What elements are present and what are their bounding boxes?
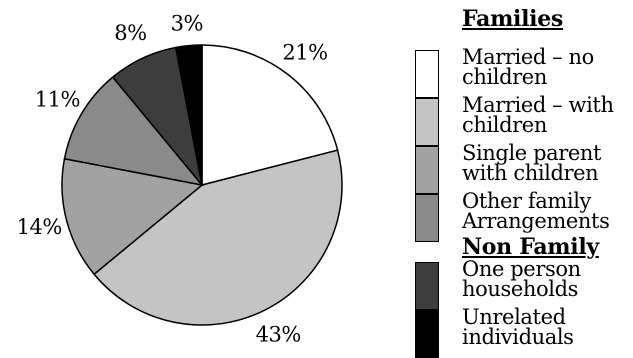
pie-label-3: 11% bbox=[35, 87, 80, 111]
legend-label: One person households bbox=[462, 257, 581, 301]
pie-label-5: 3% bbox=[171, 12, 203, 36]
pie-slice-single-parent-with-children bbox=[61, 157, 204, 276]
legend-swatch bbox=[415, 262, 439, 310]
legend-label: Unrelated individuals bbox=[462, 305, 574, 349]
pie-chart: 21% 43% 14% 11% 8% 3% bbox=[17, 12, 343, 347]
pie-slice-married-with-children bbox=[93, 149, 343, 326]
legend-swatch bbox=[415, 98, 439, 146]
legend-swatch bbox=[415, 194, 439, 242]
legend-label: Married – no children bbox=[462, 45, 594, 89]
legend-swatch bbox=[415, 50, 439, 98]
pie-slice-other-family-arrangements bbox=[63, 76, 204, 187]
legend-swatch bbox=[415, 146, 439, 194]
pie-slice-married-no-children bbox=[201, 44, 339, 186]
legend-swatch bbox=[415, 310, 439, 358]
pie-label-2: 14% bbox=[17, 215, 62, 239]
pie-label-4: 8% bbox=[114, 21, 146, 45]
legend-label: Other family Arrangements bbox=[462, 189, 610, 233]
pie-label-1: 43% bbox=[256, 323, 301, 347]
legend-heading-families: Families bbox=[462, 6, 564, 32]
legend-label: Married – with children bbox=[462, 93, 614, 137]
legend-label: Single parent with children bbox=[462, 141, 602, 185]
pie-label-0: 21% bbox=[282, 40, 327, 64]
legend-heading-non-family: Non Family bbox=[462, 234, 599, 260]
pie-slice-unrelated-individuals bbox=[174, 44, 203, 186]
